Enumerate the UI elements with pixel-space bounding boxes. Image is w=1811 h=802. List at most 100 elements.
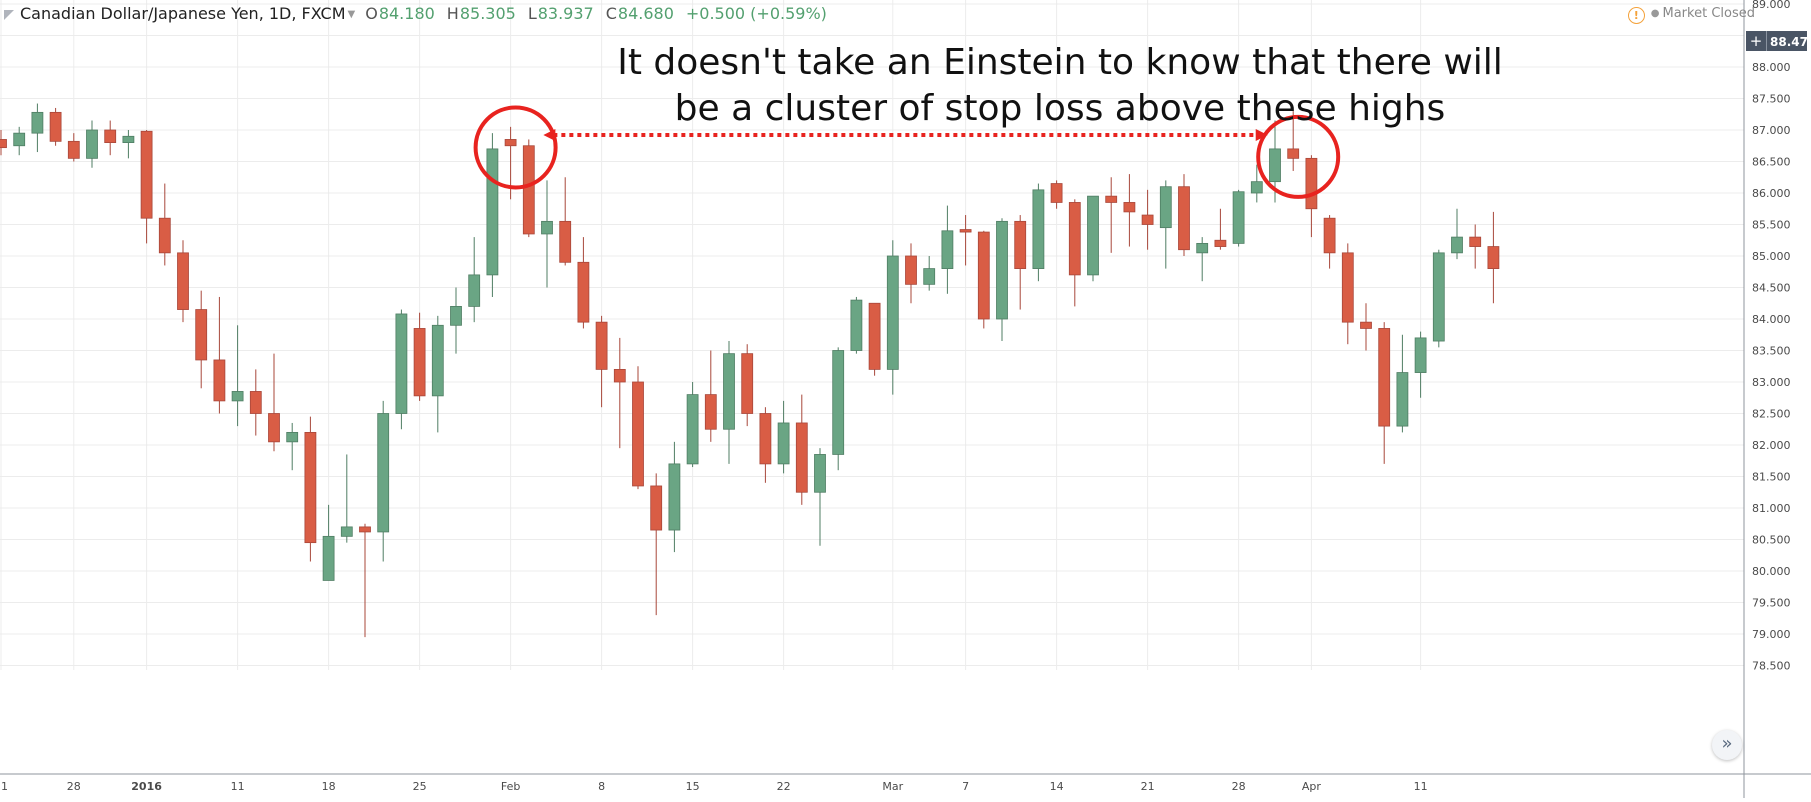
y-tick-label: 80.500 <box>1752 534 1791 547</box>
x-tick-label: Mar <box>882 780 903 793</box>
scroll-to-realtime-button[interactable]: » <box>1712 730 1742 760</box>
symbol-title[interactable]: Canadian Dollar/Japanese Yen, 1D, FXCM <box>20 4 346 23</box>
candle-body <box>759 413 772 465</box>
candle-body <box>231 391 244 402</box>
current-price-value: 88.470 <box>1770 35 1811 49</box>
candle <box>486 133 499 297</box>
candle <box>1250 164 1263 203</box>
candle <box>559 177 572 266</box>
series-visibility-icon[interactable] <box>4 10 14 20</box>
highlight-circle <box>1256 114 1341 199</box>
candle <box>0 130 7 156</box>
x-tick-label: 21 <box>1141 780 1155 793</box>
candle <box>340 454 353 543</box>
x-tick-label: 1 <box>1 780 8 793</box>
candle <box>814 448 826 546</box>
low-label: L <box>527 4 537 23</box>
candle <box>886 240 899 395</box>
candle-body <box>268 413 280 443</box>
candle-body <box>996 220 1008 320</box>
candle-body <box>941 230 954 270</box>
arrow-head-left <box>543 129 556 142</box>
candle <box>195 290 208 389</box>
candles <box>0 103 1500 638</box>
candle <box>231 325 244 427</box>
arrow-head-right <box>1255 129 1268 142</box>
current-price-tag: +88.470 <box>1746 31 1811 51</box>
candle <box>977 230 990 329</box>
candle <box>723 341 735 464</box>
candle-body <box>832 350 845 455</box>
candle-body <box>1141 214 1154 225</box>
candle-body <box>1414 337 1427 373</box>
crosshair-plus-icon[interactable]: + <box>1746 31 1767 51</box>
candle <box>632 366 644 490</box>
candle-body <box>1341 252 1354 323</box>
x-tick-label: 15 <box>686 780 700 793</box>
candle <box>613 337 626 449</box>
candle <box>795 394 808 505</box>
status-dot-icon: ● <box>1650 8 1660 19</box>
candle-body <box>177 252 189 310</box>
candle-body <box>1396 372 1409 427</box>
x-tick-label: 2016 <box>131 780 162 793</box>
candle <box>1414 331 1427 398</box>
y-tick-label: 80.000 <box>1752 565 1791 578</box>
x-tick-label: 28 <box>67 780 81 793</box>
candle-body <box>1323 217 1336 254</box>
y-tick-label: 85.000 <box>1752 250 1791 263</box>
y-tick-label: 82.500 <box>1752 408 1791 421</box>
y-tick-label: 83.000 <box>1752 376 1791 389</box>
candle-body <box>795 422 808 493</box>
candle <box>1141 189 1154 250</box>
candle-body <box>86 129 98 159</box>
candle <box>1287 111 1300 171</box>
candle <box>86 120 98 168</box>
candle-body <box>286 431 299 443</box>
x-tick-label: Apr <box>1302 780 1322 793</box>
candle <box>868 302 881 376</box>
candle <box>450 287 462 354</box>
highlight-circle <box>473 105 558 190</box>
y-tick-label: 88.000 <box>1752 61 1791 74</box>
x-tick-label: 7 <box>962 780 969 793</box>
candle-body <box>1014 220 1027 270</box>
candle-body <box>632 381 644 487</box>
x-tick-label: 28 <box>1232 780 1246 793</box>
candle <box>650 473 663 616</box>
candle <box>1123 174 1136 247</box>
candle <box>905 243 917 304</box>
y-tick-label: 79.500 <box>1752 597 1791 610</box>
candle-body <box>67 140 80 159</box>
candle <box>1487 211 1500 304</box>
candle-body <box>814 454 826 493</box>
candle-body <box>668 463 681 531</box>
y-tick-label: 87.000 <box>1752 124 1791 137</box>
candle-body <box>1032 189 1045 270</box>
warning-icon[interactable]: ! <box>1627 7 1645 24</box>
candle <box>468 237 481 323</box>
candle-body <box>1360 321 1372 329</box>
x-tick-label: Feb <box>501 780 520 793</box>
candle-body <box>213 359 226 402</box>
candle-body <box>777 422 790 465</box>
candle <box>1341 243 1354 345</box>
x-tick-label: 22 <box>777 780 791 793</box>
candle-body <box>304 431 317 544</box>
candle <box>67 133 80 162</box>
candle <box>122 130 135 159</box>
candle-body <box>850 299 863 351</box>
candle-body <box>104 129 117 144</box>
candle-body <box>413 328 426 397</box>
candle-body <box>1305 157 1318 210</box>
candle-body <box>431 324 444 397</box>
y-tick-label: 81.000 <box>1752 502 1791 515</box>
y-tick-label: 87.500 <box>1752 93 1791 106</box>
candle <box>286 422 299 471</box>
candle-body <box>377 413 390 533</box>
candle-body <box>1178 186 1190 251</box>
chevron-down-icon[interactable]: ▼ <box>347 9 356 20</box>
candle <box>377 400 390 562</box>
